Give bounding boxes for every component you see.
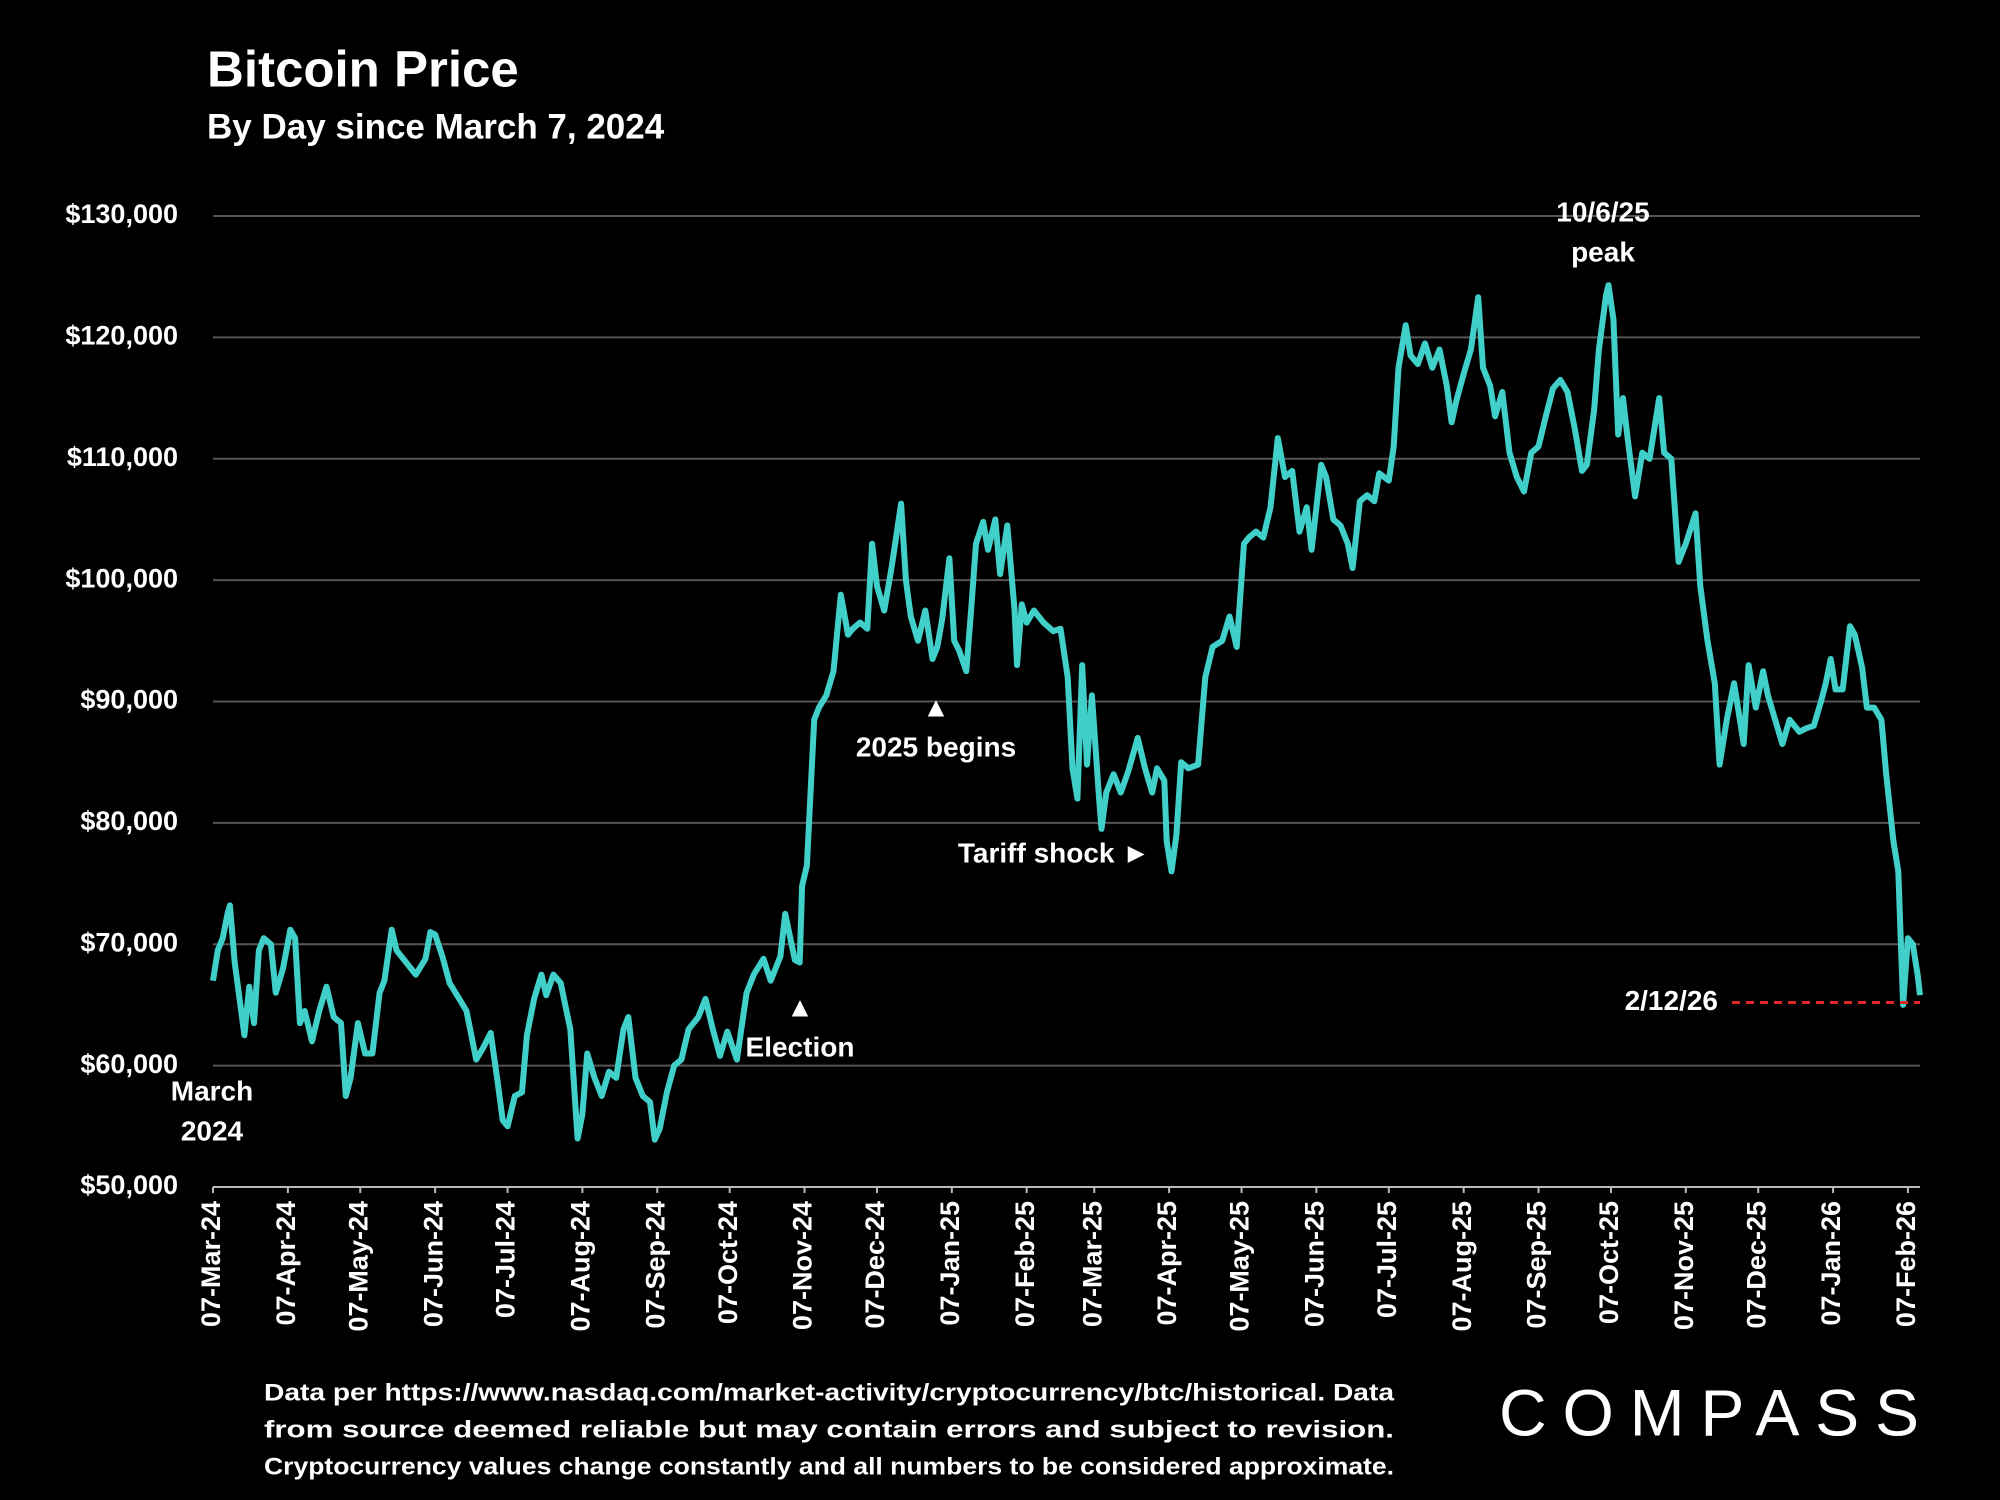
x-tick-label: 07-Dec-25 [1741, 1201, 1771, 1329]
x-tick-label: 07-Nov-25 [1669, 1201, 1699, 1330]
x-tick-label: 07-Jul-24 [491, 1201, 521, 1318]
x-tick-label: 07-Aug-25 [1447, 1201, 1477, 1332]
y-tick-label: $70,000 [80, 927, 178, 957]
annotation: March [171, 1075, 253, 1106]
x-tick-label: 07-Sep-25 [1522, 1201, 1552, 1329]
x-tick-label: 07-Feb-26 [1891, 1201, 1921, 1327]
x-tick-label: 07-Aug-24 [566, 1201, 596, 1332]
annotation: 10/6/25 [1556, 196, 1649, 227]
x-tick-label: 07-Jun-24 [418, 1201, 448, 1327]
x-tick-label: 07-Dec-24 [860, 1201, 890, 1329]
logo: COMPASS [1499, 1375, 1919, 1449]
y-tick-label: $100,000 [65, 563, 178, 593]
annotation: Election [746, 1031, 855, 1062]
x-tick-label: 07-Nov-24 [788, 1201, 818, 1330]
x-tick-label: 07-Jan-25 [935, 1201, 965, 1326]
annotation: peak [1571, 236, 1635, 267]
y-tick-label: $130,000 [65, 199, 178, 229]
footnote: Cryptocurrency values change constantly … [264, 1453, 1394, 1480]
annotation: Tariff shock ► [958, 837, 1150, 868]
chart-subtitle: By Day since March 7, 2024 [207, 107, 665, 146]
x-tick-label: 07-Jun-25 [1300, 1201, 1330, 1327]
x-tick-label: 07-Mar-25 [1077, 1201, 1107, 1327]
annotation: ▲ [922, 691, 950, 722]
reference-label: 2/12/26 [1625, 985, 1718, 1016]
footnote: Data per https://www.nasdaq.com/market-a… [264, 1379, 1395, 1406]
footnote: from source deemed reliable but may cont… [264, 1416, 1394, 1443]
y-tick-label: $110,000 [67, 442, 178, 472]
x-tick-label: 07-Apr-24 [271, 1201, 301, 1326]
x-tick-label: 07-Oct-25 [1594, 1201, 1624, 1324]
x-tick-label: 07-May-25 [1225, 1201, 1255, 1332]
y-tick-label: $90,000 [80, 685, 178, 715]
annotation: ▲ [786, 991, 814, 1022]
annotation: 2024 [181, 1115, 244, 1146]
y-tick-label: $60,000 [80, 1049, 178, 1079]
y-tick-label: $50,000 [80, 1170, 178, 1200]
annotation: 2025 begins [856, 731, 1016, 762]
price-line [210, 282, 1923, 1143]
chart-title: Bitcoin Price [207, 40, 519, 97]
x-tick-label: 07-Oct-24 [713, 1201, 743, 1324]
x-tick-label: 07-Sep-24 [640, 1201, 670, 1329]
x-tick-label: 07-Apr-25 [1152, 1201, 1182, 1326]
x-tick-label: 07-Feb-25 [1010, 1201, 1040, 1327]
x-tick-label: 07-Jul-25 [1372, 1201, 1402, 1318]
y-tick-label: $120,000 [65, 321, 178, 351]
x-tick-label: 07-May-24 [343, 1201, 373, 1332]
x-tick-label: 07-Mar-24 [196, 1201, 226, 1327]
x-tick-label: 07-Jan-26 [1816, 1201, 1846, 1326]
y-tick-label: $80,000 [80, 806, 178, 836]
